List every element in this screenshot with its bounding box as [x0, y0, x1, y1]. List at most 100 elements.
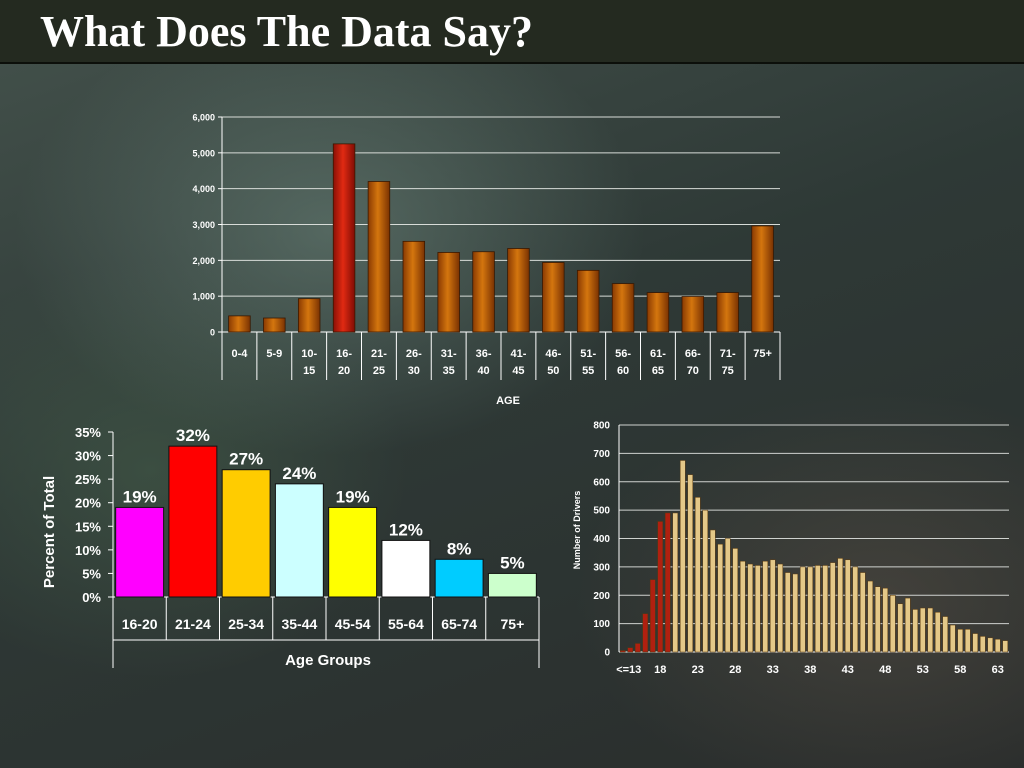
bar-55-64 — [381, 539, 431, 598]
bar-age-60 — [972, 633, 979, 653]
bar-25-34 — [221, 469, 271, 598]
y-tick-label: 30% — [75, 449, 101, 464]
bar-21-24 — [168, 445, 218, 598]
data-label: 8% — [447, 539, 472, 558]
bar-age-62 — [987, 637, 994, 653]
y-axis-label: Percent of Total — [41, 476, 58, 588]
bar-51-55 — [576, 269, 600, 333]
y-tick-label: 600 — [593, 477, 610, 488]
bar-71-75 — [716, 292, 739, 333]
x-tick-label: 56- — [615, 348, 631, 360]
y-tick-label: 700 — [593, 449, 610, 460]
y-tick-label: 2,000 — [192, 256, 215, 266]
x-tick-label: 41- — [510, 348, 526, 360]
y-tick-label: 0 — [604, 648, 610, 659]
data-label: 19% — [336, 487, 370, 506]
y-tick-label: 5% — [82, 566, 101, 581]
bar-61-65 — [646, 292, 670, 333]
bar-age-17 — [649, 579, 656, 653]
x-tick-label: 43 — [842, 664, 854, 676]
bar-age-39 — [814, 565, 821, 653]
y-tick-label: 20% — [75, 496, 101, 511]
y-tick-label: 3,000 — [192, 220, 215, 230]
x-tick-label: 48 — [879, 664, 891, 676]
bar-age-57 — [949, 624, 956, 653]
y-tick-label: 500 — [593, 506, 610, 517]
bar-age-40 — [822, 565, 829, 653]
bar-age-34 — [777, 563, 784, 653]
data-label: 24% — [282, 464, 316, 483]
bar-31-35 — [437, 252, 460, 333]
bar-75+ — [487, 572, 537, 598]
bar-age-55 — [934, 612, 941, 653]
bar-age-48 — [882, 587, 889, 653]
bar-age-61 — [979, 636, 986, 653]
x-tick-label: 31- — [441, 348, 457, 360]
bar-age-18 — [657, 521, 664, 653]
bar-age-28 — [732, 548, 739, 653]
bar-age-26 — [717, 543, 724, 653]
bar-age-58 — [957, 629, 964, 653]
bar-age-23 — [694, 497, 701, 653]
bar-age-32 — [762, 560, 769, 653]
bar-age-47 — [874, 586, 881, 653]
x-tick-label: 0-4 — [231, 348, 248, 360]
slide-title: What Does The Data Say? — [40, 7, 534, 56]
x-tick-label: 36- — [476, 348, 492, 360]
x-axis-label: AGE — [496, 395, 520, 407]
x-tick-label: 66- — [685, 348, 701, 360]
bar-age-54 — [927, 607, 934, 653]
x-tick-label: 26- — [406, 348, 422, 360]
bar-age-42 — [837, 558, 844, 653]
data-label: 19% — [123, 487, 157, 506]
bar-age-44 — [852, 566, 859, 653]
x-tick-label: 55-64 — [388, 616, 424, 632]
bar-age-22 — [687, 474, 694, 653]
y-tick-label: 0% — [82, 590, 101, 605]
y-tick-label: 10% — [75, 543, 101, 558]
bar-35-44 — [274, 483, 324, 598]
x-tick-label: 46- — [545, 348, 561, 360]
bar-age-14 — [627, 647, 634, 653]
x-tick-label: 63 — [992, 664, 1004, 676]
bar-21-25 — [367, 181, 391, 333]
x-tick-label: 70 — [687, 365, 699, 377]
x-tick-label: 71- — [720, 348, 736, 360]
bar-age-29 — [739, 560, 746, 653]
bar-16-20 — [115, 506, 165, 598]
bar-46-50 — [542, 262, 565, 333]
x-tick-label: 65-74 — [441, 616, 477, 632]
y-tick-label: 0 — [210, 328, 215, 338]
bar-26-30 — [402, 240, 426, 333]
bar-age-56 — [942, 616, 949, 653]
x-tick-label: 45-54 — [335, 616, 371, 632]
x-tick-label: 5-9 — [266, 348, 282, 360]
x-tick-label: 18 — [654, 664, 666, 676]
x-tick-label: 51- — [580, 348, 596, 360]
x-tick-label: 33 — [767, 664, 779, 676]
bar-age-59 — [964, 629, 971, 653]
bar-16-20 — [332, 143, 356, 333]
x-tick-label: 35-44 — [281, 616, 317, 632]
x-tick-label: 10- — [301, 348, 317, 360]
y-tick-label: 6,000 — [192, 113, 215, 123]
bar-10-15 — [297, 298, 321, 333]
x-tick-label: 45 — [512, 365, 524, 377]
bar-age-46 — [867, 580, 874, 653]
y-tick-label: 25% — [75, 472, 101, 487]
bar-age-52 — [912, 609, 919, 653]
bar-age-37 — [799, 566, 806, 653]
x-tick-label: 28 — [729, 664, 741, 676]
x-axis-label: Age Groups — [285, 652, 371, 669]
y-tick-label: 15% — [75, 519, 101, 534]
x-tick-label: 21- — [371, 348, 387, 360]
title-bar: What Does The Data Say? — [0, 0, 1024, 64]
x-tick-label: 58 — [954, 664, 966, 676]
bar-age-50 — [897, 603, 904, 653]
bar-age-<=13 — [619, 650, 626, 653]
data-label: 5% — [500, 553, 525, 572]
bar-age-64 — [1002, 640, 1009, 653]
bar-age-19 — [664, 512, 671, 653]
bar-age-45 — [859, 572, 866, 653]
